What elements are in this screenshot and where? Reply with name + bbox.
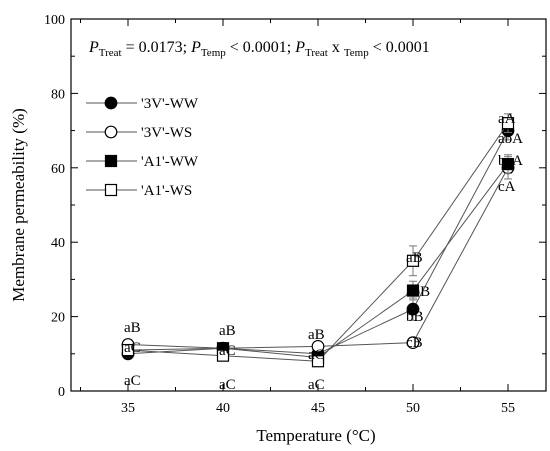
significance-letter: aC [124,373,141,389]
series-3 [121,113,515,368]
significance-letter: aB [406,250,423,266]
plot-layer: 0 20 40 60 80 100 35 40 45 50 55 '3V'-WW '3V'-WS 'A1'… [44,13,547,416]
legend-marker [104,96,118,110]
legend: '3V'-WW '3V'-WS 'A1'-WW 'A1'-WS [86,96,199,199]
significance-letter: cB [406,335,423,351]
significance-letter: aB [308,327,325,343]
y-tick-label: 100 [44,13,65,28]
legend-label: 'A1'-WW [141,154,199,170]
data-point [121,343,135,357]
significance-letters: aB aC aC aB aC aC aB aC aC aB abB bB cB aA abA bcA cA [124,111,523,393]
significance-letter: aB [124,320,141,336]
significance-letter: abB [406,284,430,300]
data-point [406,254,420,267]
y-axis-title: Membrane permeability (%) [9,108,28,302]
data-point [311,355,325,368]
x-tick-label: 40 [216,401,230,416]
significance-letter: aC [219,377,236,393]
x-axis-title: Temperature (°C) [256,426,375,445]
significance-letter: abA [498,131,523,147]
significance-letter: aC [308,347,325,363]
significance-letter: aA [498,111,516,127]
significance-letter: aC [219,343,236,359]
x-tick-label: 55 [501,401,515,416]
data-point [406,336,420,350]
data-point [406,302,420,316]
y-tick-label: 80 [51,87,65,102]
y-tick-label: 20 [51,311,65,326]
legend-marker [104,125,118,139]
legend-marker [104,183,118,197]
significance-letter: cA [498,179,516,195]
data-point [501,117,515,130]
data-point [216,349,230,362]
significance-letter: aB [219,323,236,339]
significance-letter: aC [308,377,325,393]
x-tick-label: 45 [311,401,325,416]
significance-letter: aC [124,340,141,356]
y-tick-label: 0 [58,385,65,400]
significance-letter: bB [406,309,424,325]
legend-label: '3V'-WW [141,96,199,112]
x-tick-label: 50 [406,401,420,416]
significance-letter: bcA [498,153,523,169]
y-tick-label: 60 [51,162,65,177]
x-tick-label: 35 [121,401,135,416]
y-tick-label: 40 [51,236,65,251]
data-point [406,284,420,297]
legend-label: 'A1'-WS [141,183,192,199]
legend-label: '3V'-WS [141,125,192,141]
legend-marker [104,154,118,168]
data-point [501,157,515,171]
stat-annotation: PTreat = 0.0173; PTemp < 0.0001; PTreat … [88,39,430,59]
